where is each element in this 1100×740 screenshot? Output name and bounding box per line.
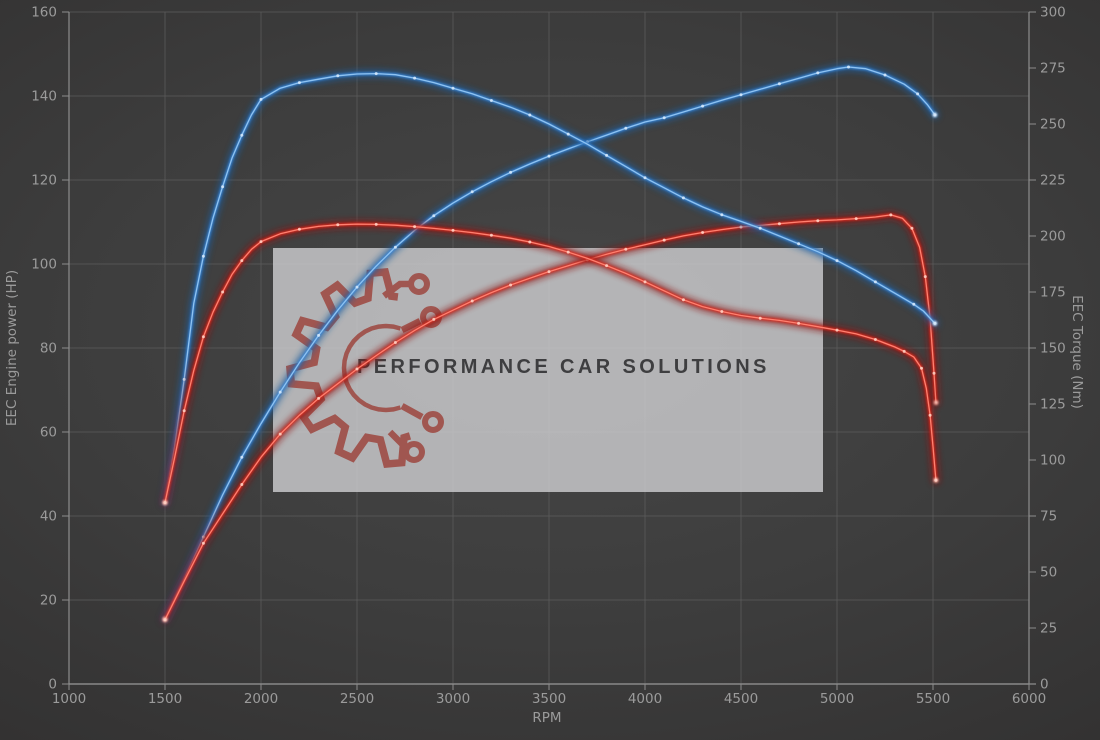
- curve-torque-red: [161, 220, 940, 507]
- axis-label: 0: [48, 677, 57, 693]
- axis-label: 225: [1040, 173, 1066, 189]
- axis-label: 80: [40, 341, 57, 357]
- axis-label: 140: [31, 89, 57, 105]
- axis-label: 4500: [724, 691, 758, 707]
- axis-label: 2500: [340, 691, 374, 707]
- axis-label: 175: [1040, 285, 1066, 301]
- axis-label: 100: [1040, 453, 1066, 469]
- curve-torque-blue: [161, 69, 939, 507]
- axis-label: RPM: [532, 710, 561, 726]
- watermark-brand-text: PERFORMANCE CAR SOLUTIONS: [357, 356, 770, 378]
- axis-label: 0: [1040, 677, 1049, 693]
- axis-label: 250: [1040, 117, 1066, 133]
- axis-label: 100: [31, 257, 57, 273]
- axis-label: 20: [40, 593, 57, 609]
- axis-label: 1000: [52, 691, 86, 707]
- axis-label: 40: [40, 509, 57, 525]
- axis-label: 1500: [148, 691, 182, 707]
- axis-label: 6000: [1012, 691, 1046, 707]
- axis-label: 50: [1040, 565, 1057, 581]
- axis-label: 125: [1040, 397, 1066, 413]
- axis-label: EEC Engine power (HP): [4, 270, 20, 426]
- axis-label: 200: [1040, 229, 1066, 245]
- axis-label: 4000: [628, 691, 662, 707]
- axis-label: 160: [31, 5, 57, 21]
- axis-label: 75: [1040, 509, 1057, 525]
- axis-label: 25: [1040, 621, 1057, 637]
- axis-label: 120: [31, 173, 57, 189]
- axis-label: 5000: [820, 691, 854, 707]
- watermark: PERFORMANCE CAR SOLUTIONS: [273, 248, 823, 492]
- axis-label: 275: [1040, 61, 1066, 77]
- axis-label: 3500: [532, 691, 566, 707]
- axis-label: 60: [40, 425, 57, 441]
- axis-label: 300: [1040, 5, 1066, 21]
- axis-label: 5500: [916, 691, 950, 707]
- axis-label: 2000: [244, 691, 278, 707]
- axis-label: EEC Torque (Nm): [1069, 295, 1085, 409]
- axis-label: 3000: [436, 691, 470, 707]
- curve-power-red: [161, 210, 940, 624]
- curve-power-blue: [161, 63, 939, 623]
- axis-label: 150: [1040, 341, 1066, 357]
